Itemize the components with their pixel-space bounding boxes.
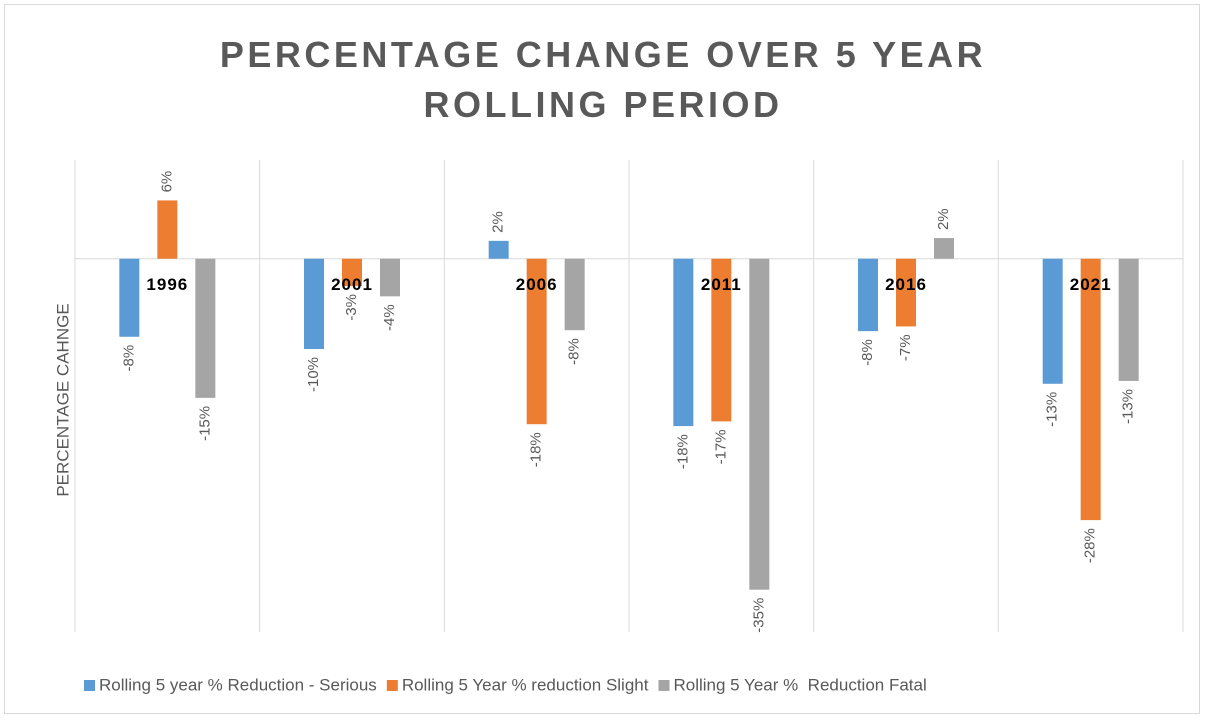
bar — [195, 258, 216, 398]
bar — [1080, 258, 1101, 521]
legend-label: Rolling 5 Year % reduction Slight — [402, 675, 649, 694]
bar — [1042, 258, 1063, 384]
data-label: -28% — [1082, 528, 1099, 563]
bar — [858, 258, 878, 332]
bar — [1118, 258, 1139, 381]
bar — [896, 258, 916, 327]
category-label: 2006 — [516, 275, 558, 294]
data-label: 6% — [158, 171, 175, 193]
category-label: 2016 — [885, 275, 927, 294]
data-label: -8% — [120, 345, 137, 372]
bar — [526, 258, 547, 425]
legend-label: Rolling 5 Year % Reduction Fatal — [673, 675, 926, 694]
y-axis-label: PERCENTAGE CAHNGE — [53, 303, 72, 496]
data-label: -8% — [566, 338, 583, 365]
category-label: 2011 — [701, 275, 742, 294]
bar — [380, 258, 400, 297]
bar — [711, 258, 732, 422]
bar — [304, 258, 324, 349]
legend-swatch — [386, 680, 398, 691]
bar — [157, 200, 178, 259]
bar — [749, 258, 770, 590]
data-label: -7% — [897, 334, 914, 361]
legend-label: Rolling 5 year % Reduction - Serious — [99, 675, 377, 694]
data-label: -15% — [196, 406, 213, 441]
legend-swatch — [658, 680, 670, 691]
data-label: -35% — [750, 598, 767, 633]
data-label: -13% — [1044, 392, 1061, 427]
data-label: 2% — [935, 208, 952, 230]
data-label: -3% — [343, 294, 360, 321]
category-label: 1996 — [146, 275, 188, 294]
category-label: 2001 — [331, 275, 373, 294]
bar — [564, 258, 585, 331]
data-label: -4% — [381, 304, 398, 331]
data-label: -13% — [1120, 389, 1137, 424]
bar — [488, 240, 509, 259]
data-label: -8% — [859, 339, 876, 366]
bar — [934, 238, 954, 259]
bar — [342, 258, 362, 286]
bar — [673, 258, 694, 427]
data-label: -18% — [674, 434, 691, 469]
legend-swatch — [84, 680, 95, 691]
data-label: 2% — [490, 211, 507, 233]
bar — [119, 258, 140, 337]
data-label: -17% — [712, 429, 729, 464]
chart-border — [4, 4, 1200, 714]
data-label: -18% — [528, 432, 545, 467]
category-label: 2021 — [1070, 275, 1112, 294]
chart-title: PERCENTAGE CHANGE OVER 5 YEAR ROLLING PE… — [219, 34, 987, 125]
data-label: -10% — [305, 357, 322, 392]
